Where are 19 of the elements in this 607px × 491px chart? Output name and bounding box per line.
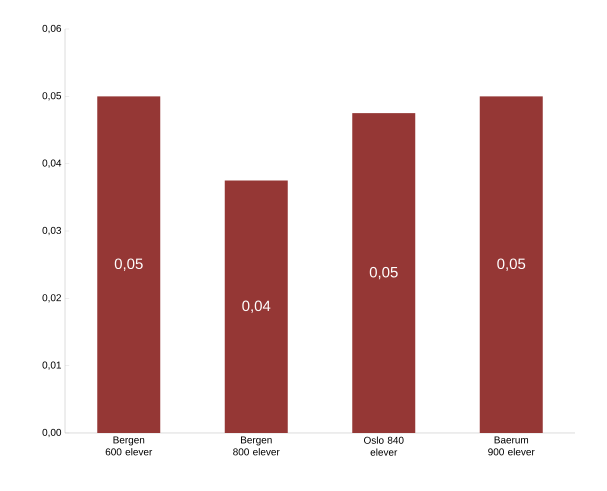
bar — [480, 96, 543, 433]
y-tick-label: 0,05 — [42, 92, 62, 100]
data-label: 0,05 — [370, 266, 398, 280]
y-tick-label: 0,02 — [42, 294, 61, 302]
x-tick-label: Bergen 600 elever — [106, 436, 152, 456]
data-label: 0,05 — [497, 258, 526, 271]
y-tick-label: 0,03 — [42, 226, 62, 236]
y-tick-label: 0,04 — [42, 160, 62, 168]
y-tick-label: 0,01 — [42, 362, 62, 370]
bar — [224, 180, 288, 433]
bar — [352, 113, 416, 433]
x-tick-label: Bergen 800 elever — [233, 436, 280, 456]
y-tick-label: 0,06 — [42, 24, 62, 34]
data-label: 0,05 — [114, 258, 143, 271]
x-tick-label: Baerum 900 elever — [488, 436, 535, 456]
x-tick-label: Oslo 840 elever — [364, 436, 404, 456]
bar — [97, 96, 160, 433]
data-label: 0,04 — [242, 300, 270, 313]
y-tick-label: 0,00 — [42, 428, 62, 438]
